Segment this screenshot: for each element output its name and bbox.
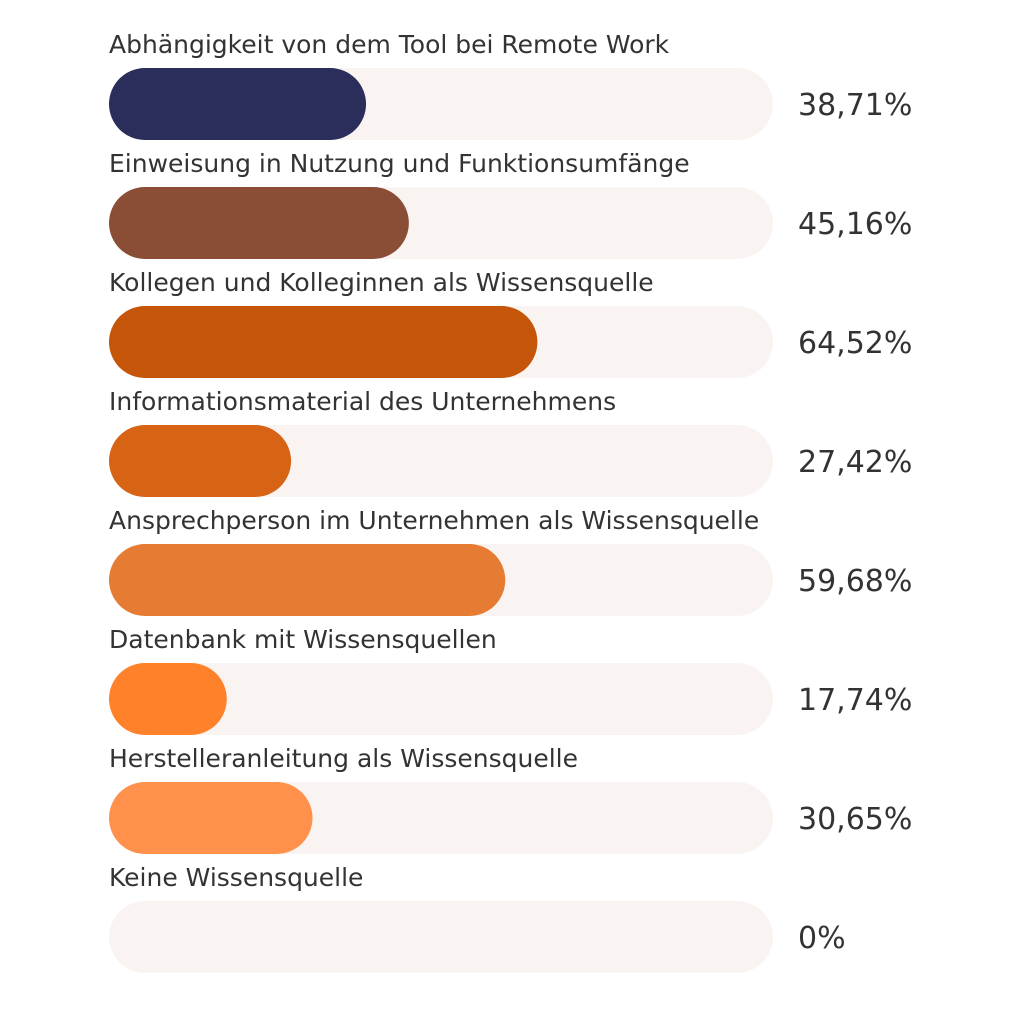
value-label: 30,65% (798, 802, 912, 837)
bar-row: Einweisung in Nutzung und Funktionsumfän… (109, 149, 912, 259)
bar-track (109, 663, 773, 735)
category-label: Keine Wissensquelle (109, 863, 363, 892)
value-label: 27,42% (798, 445, 912, 480)
bar-row: Herstelleranleitung als Wissensquelle 30,… (109, 744, 912, 854)
bar (109, 663, 227, 735)
bar-track (109, 901, 773, 973)
bar (109, 187, 409, 259)
value-label: 17,74% (798, 683, 912, 718)
category-label: Ansprechperson im Unternehmen als Wissen… (109, 506, 759, 535)
bar-row: Informationsmaterial des Unternehmens 27,… (109, 387, 912, 497)
category-label: Einweisung in Nutzung und Funktionsumfän… (109, 149, 690, 178)
bar (109, 306, 538, 378)
category-label: Datenbank mit Wissensquellen (109, 625, 497, 654)
value-label: 38,71% (798, 88, 912, 123)
bar-row: Kollegen und Kolleginnen als Wissensquel… (109, 268, 912, 378)
value-label: 59,68% (798, 564, 912, 599)
bar-row: Keine Wissensquelle 0% (109, 863, 846, 973)
value-label: 45,16% (798, 207, 912, 242)
category-label: Herstelleranleitung als Wissensquelle (109, 744, 578, 773)
bar-row: Abhängigkeit von dem Tool bei Remote Wor… (109, 30, 912, 140)
value-label: 0% (798, 921, 846, 956)
category-label: Abhängigkeit von dem Tool bei Remote Wor… (109, 30, 670, 59)
category-label: Kollegen und Kolleginnen als Wissensquel… (109, 268, 654, 297)
value-label: 64,52% (798, 326, 912, 361)
bar-row: Ansprechperson im Unternehmen als Wissen… (109, 506, 912, 616)
category-label: Informationsmaterial des Unternehmens (109, 387, 616, 416)
bar (109, 425, 292, 497)
bar (109, 544, 506, 616)
bar (109, 782, 313, 854)
bar (109, 68, 367, 140)
bar-row: Datenbank mit Wissensquellen 17,74% (109, 625, 912, 735)
